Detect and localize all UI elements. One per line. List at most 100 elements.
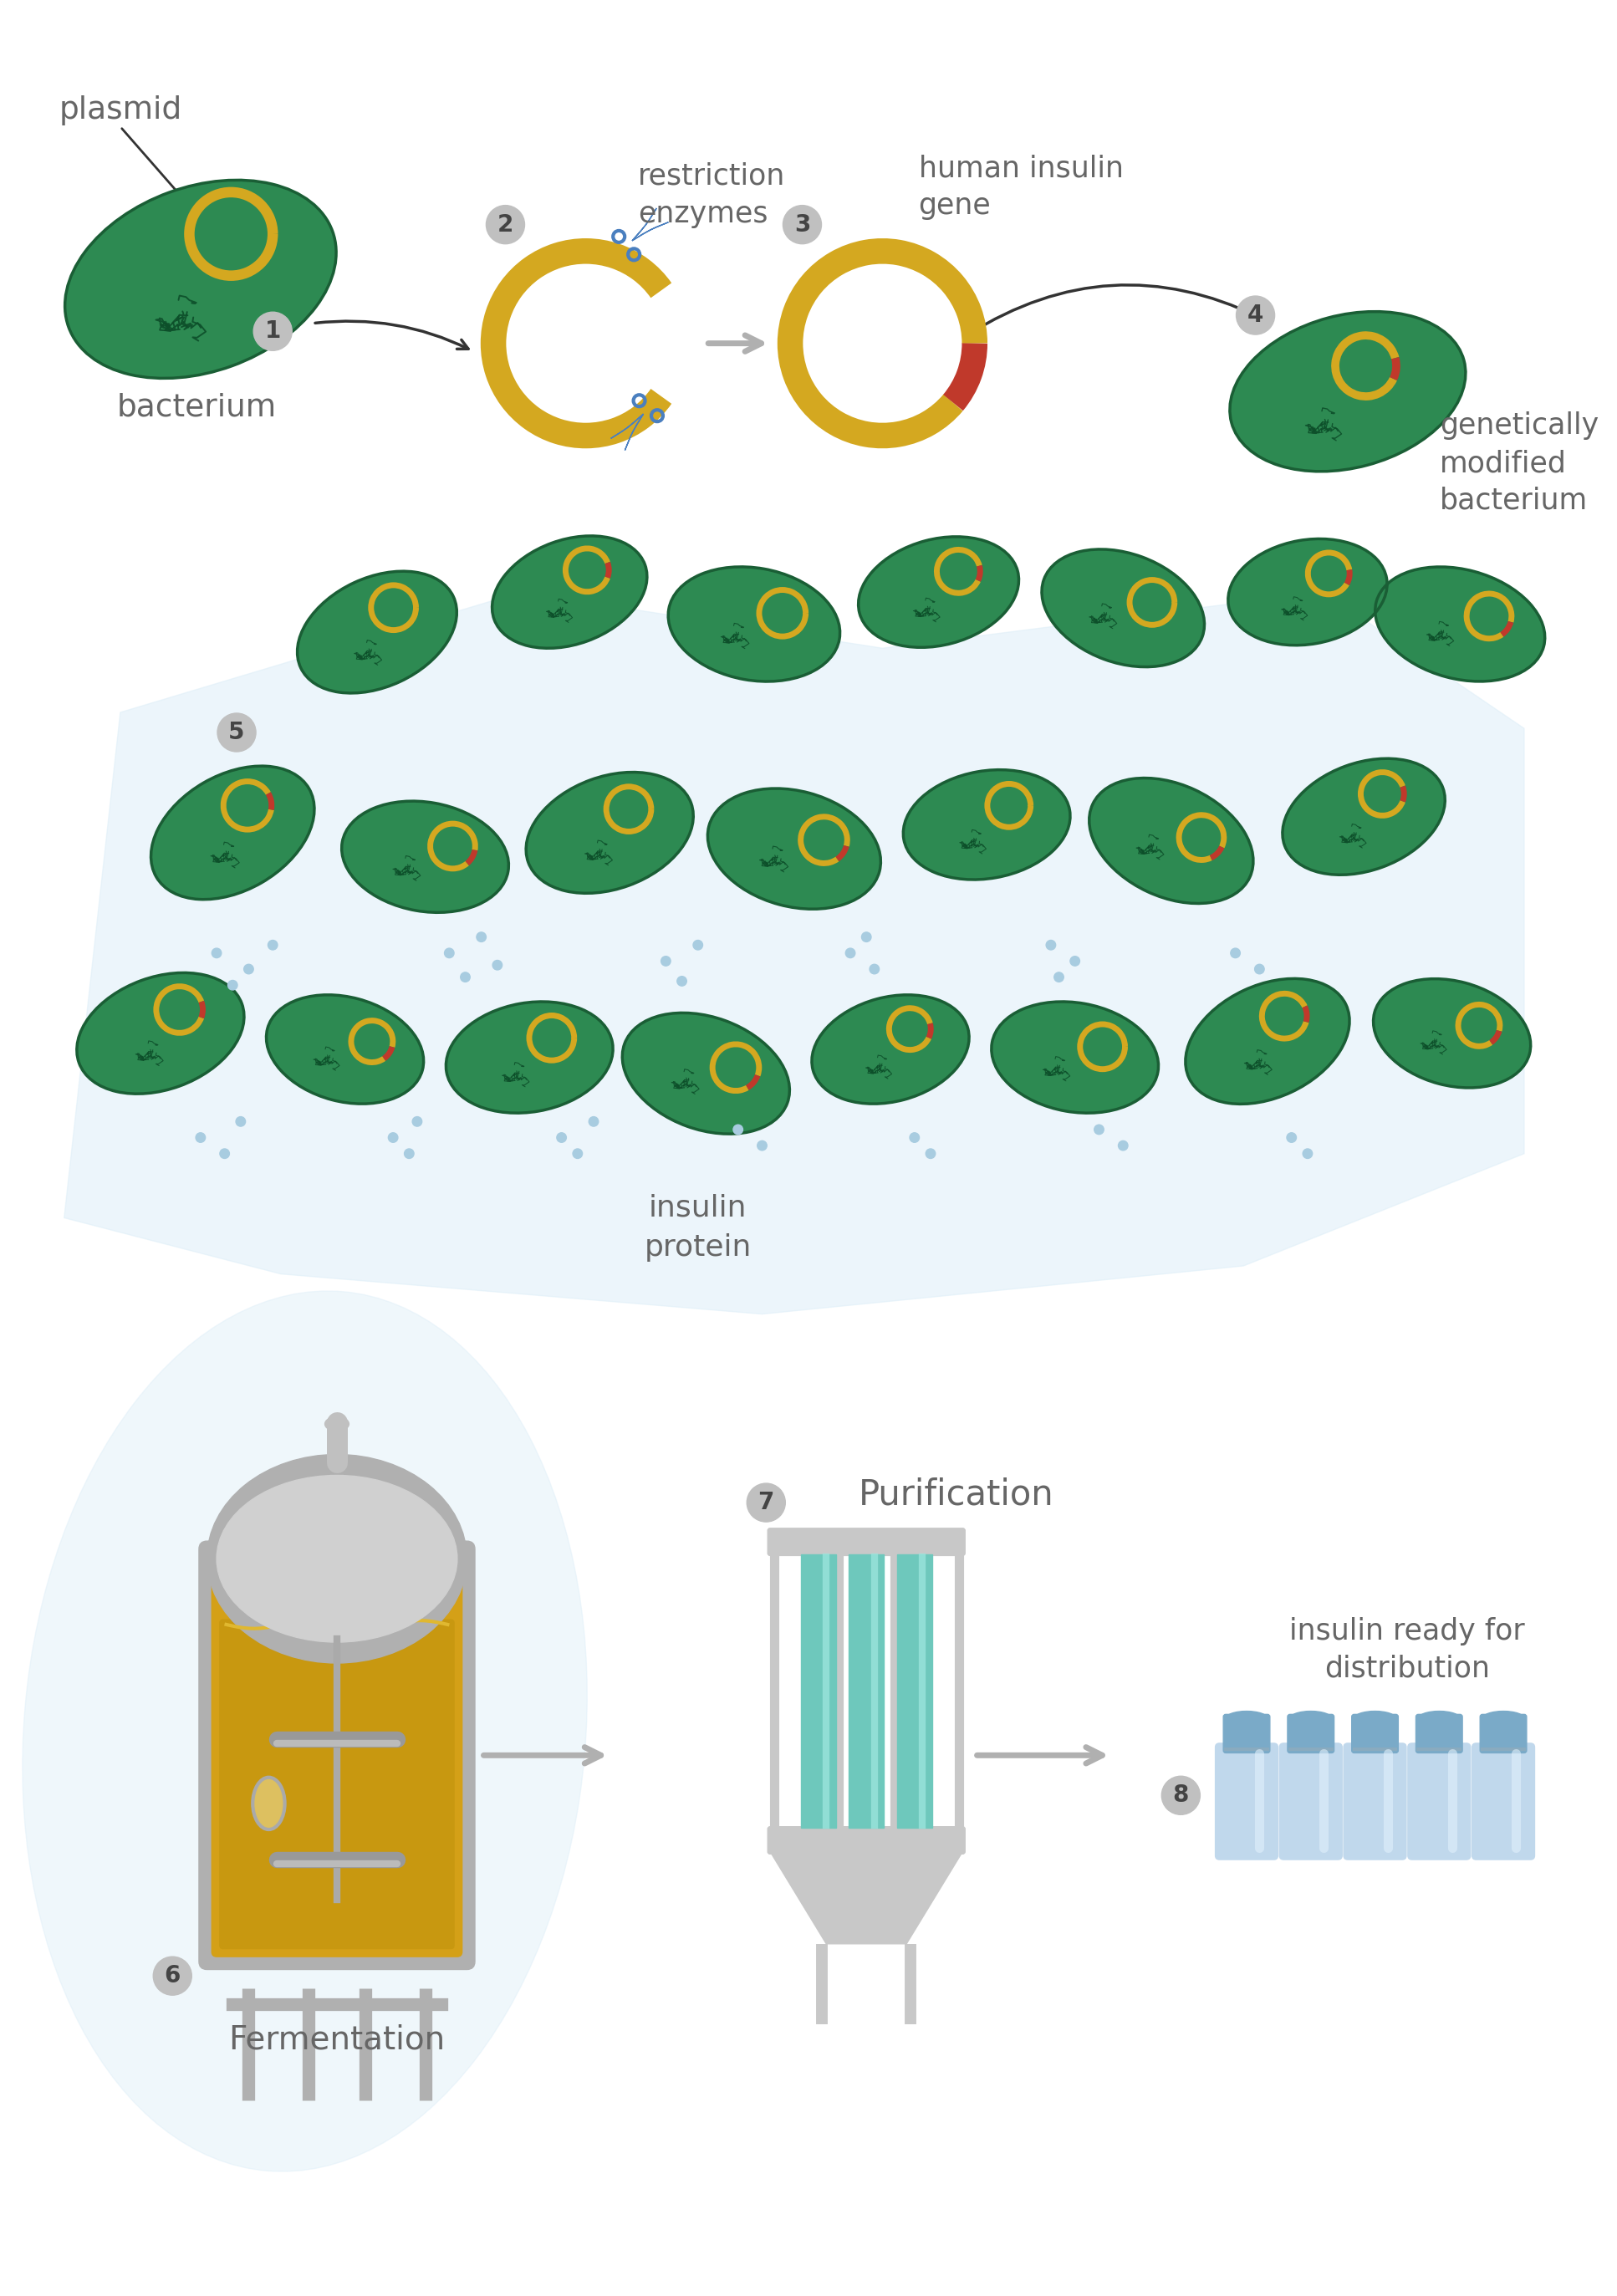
Ellipse shape: [23, 1290, 587, 2172]
Circle shape: [1255, 964, 1264, 974]
FancyBboxPatch shape: [1216, 1743, 1277, 1860]
Ellipse shape: [446, 1001, 613, 1114]
Ellipse shape: [150, 767, 314, 900]
Ellipse shape: [207, 1453, 467, 1662]
Circle shape: [572, 1148, 582, 1159]
Polygon shape: [770, 1851, 962, 1945]
Circle shape: [1070, 955, 1080, 967]
Circle shape: [212, 948, 222, 957]
Text: 1: 1: [265, 319, 281, 342]
Circle shape: [733, 1125, 742, 1134]
Circle shape: [661, 955, 671, 967]
FancyBboxPatch shape: [212, 1554, 462, 1956]
Text: Purification: Purification: [859, 1476, 1054, 1513]
Circle shape: [1095, 1125, 1104, 1134]
Ellipse shape: [708, 788, 881, 909]
Ellipse shape: [325, 1417, 349, 1430]
Ellipse shape: [1041, 549, 1205, 666]
Ellipse shape: [1185, 978, 1350, 1104]
Ellipse shape: [1226, 1711, 1268, 1727]
Circle shape: [220, 1148, 230, 1159]
Ellipse shape: [217, 1476, 458, 1642]
Bar: [800, 1554, 836, 1828]
Ellipse shape: [1374, 567, 1544, 682]
Text: 8: 8: [1172, 1784, 1188, 1807]
Circle shape: [747, 1483, 786, 1522]
Circle shape: [487, 204, 524, 243]
Circle shape: [1231, 948, 1240, 957]
Circle shape: [1303, 1148, 1313, 1159]
Ellipse shape: [812, 994, 969, 1104]
FancyBboxPatch shape: [1279, 1743, 1342, 1860]
Circle shape: [862, 932, 872, 941]
Text: insulin
protein: insulin protein: [644, 1194, 752, 1263]
Circle shape: [445, 948, 454, 957]
Text: Fermentation: Fermentation: [228, 2025, 445, 2055]
Ellipse shape: [341, 801, 509, 912]
FancyBboxPatch shape: [1352, 1715, 1399, 1752]
Circle shape: [589, 1116, 598, 1127]
FancyBboxPatch shape: [1471, 1743, 1535, 1860]
FancyBboxPatch shape: [1480, 1715, 1526, 1752]
Circle shape: [694, 941, 703, 951]
Ellipse shape: [623, 1013, 789, 1134]
Circle shape: [404, 1148, 414, 1159]
Circle shape: [236, 1116, 246, 1127]
Polygon shape: [632, 209, 657, 241]
Ellipse shape: [1290, 1711, 1332, 1727]
Circle shape: [268, 941, 278, 951]
Circle shape: [228, 980, 238, 990]
Circle shape: [493, 960, 503, 969]
Circle shape: [412, 1116, 422, 1127]
Ellipse shape: [252, 1777, 285, 1830]
Ellipse shape: [1282, 758, 1446, 875]
Circle shape: [254, 312, 293, 351]
Ellipse shape: [65, 179, 336, 379]
Text: 7: 7: [758, 1490, 775, 1515]
Ellipse shape: [1353, 1711, 1395, 1727]
FancyBboxPatch shape: [1416, 1715, 1462, 1752]
Ellipse shape: [904, 769, 1070, 879]
Circle shape: [1287, 1132, 1297, 1143]
Circle shape: [1046, 941, 1056, 951]
Circle shape: [217, 714, 255, 751]
Circle shape: [678, 976, 687, 985]
Circle shape: [196, 1132, 205, 1143]
FancyBboxPatch shape: [1224, 1715, 1269, 1752]
Text: 3: 3: [794, 214, 810, 236]
Circle shape: [154, 1956, 192, 1995]
Ellipse shape: [1090, 778, 1253, 902]
Polygon shape: [611, 413, 644, 439]
Ellipse shape: [991, 1001, 1158, 1114]
Ellipse shape: [859, 537, 1019, 647]
Text: insulin ready for
distribution: insulin ready for distribution: [1289, 1616, 1525, 1683]
Ellipse shape: [267, 994, 424, 1104]
Text: restriction
enzymes: restriction enzymes: [637, 163, 786, 227]
Circle shape: [927, 1148, 935, 1159]
Polygon shape: [624, 413, 644, 450]
Circle shape: [1054, 971, 1064, 983]
Circle shape: [477, 932, 487, 941]
Text: 4: 4: [1247, 303, 1263, 326]
Circle shape: [244, 964, 254, 974]
Circle shape: [1161, 1777, 1200, 1814]
Circle shape: [556, 1132, 566, 1143]
FancyBboxPatch shape: [1344, 1743, 1407, 1860]
Ellipse shape: [1373, 978, 1531, 1088]
Ellipse shape: [526, 771, 694, 893]
Text: 6: 6: [165, 1963, 181, 1988]
Polygon shape: [632, 223, 668, 241]
Bar: [849, 1554, 884, 1828]
Ellipse shape: [1231, 312, 1465, 471]
Circle shape: [910, 1132, 920, 1143]
Polygon shape: [65, 592, 1525, 1313]
Circle shape: [461, 971, 471, 983]
Text: genetically
modified
bacterium: genetically modified bacterium: [1441, 411, 1599, 514]
Circle shape: [757, 1141, 766, 1150]
Circle shape: [783, 204, 821, 243]
Bar: [897, 1554, 931, 1828]
FancyBboxPatch shape: [768, 1828, 965, 1853]
Text: bacterium: bacterium: [116, 393, 277, 422]
Ellipse shape: [1227, 540, 1387, 645]
FancyBboxPatch shape: [220, 1619, 454, 1949]
